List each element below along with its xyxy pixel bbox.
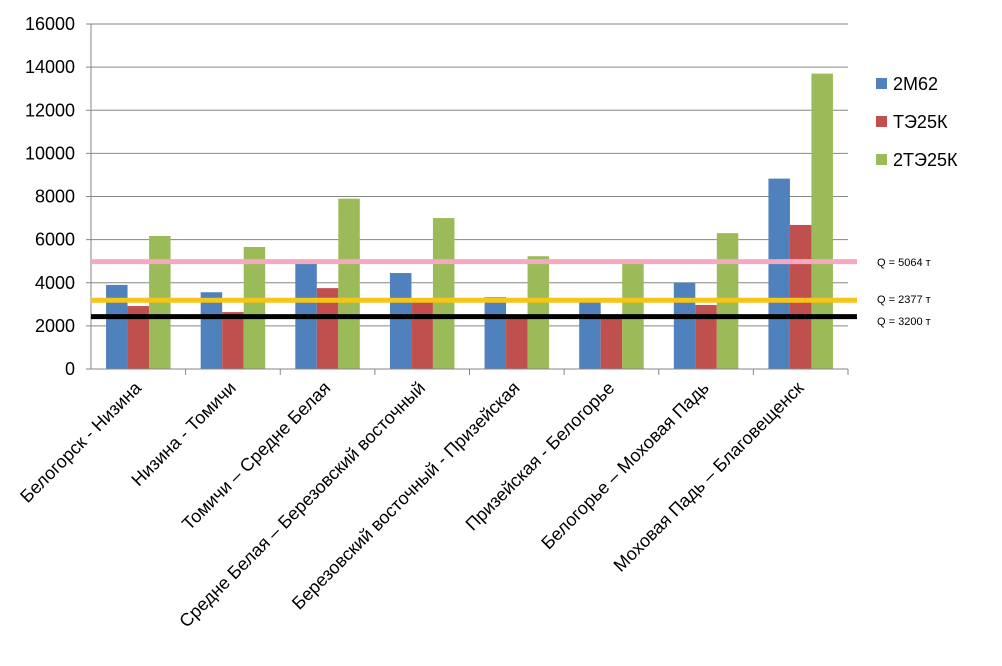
bar xyxy=(389,273,412,369)
x-category-label: Белогорск - Низина xyxy=(16,377,146,507)
legend-label: ТЭ25К xyxy=(893,112,948,132)
bar xyxy=(506,316,528,369)
bar xyxy=(243,246,266,369)
legend-swatch xyxy=(876,116,887,127)
y-tick-label: 4000 xyxy=(35,273,75,293)
bar xyxy=(432,218,455,369)
bar xyxy=(579,301,601,369)
reference-line-label: Q = 2377 т xyxy=(877,294,931,306)
bar xyxy=(106,284,128,369)
x-category-label: Белогорье – Моховая Падь xyxy=(537,378,713,554)
bar xyxy=(789,224,812,369)
legend-label: 2М62 xyxy=(893,74,938,94)
bar xyxy=(527,256,550,369)
bar xyxy=(768,178,790,369)
bar xyxy=(695,304,717,369)
bar xyxy=(673,282,696,369)
bar xyxy=(200,292,223,369)
bar xyxy=(600,318,623,369)
y-tick-label: 10000 xyxy=(25,143,75,163)
bar xyxy=(316,288,339,369)
bar xyxy=(484,297,507,369)
bar xyxy=(811,73,833,369)
bar xyxy=(127,306,150,369)
bar xyxy=(222,312,244,369)
legend-swatch xyxy=(876,154,887,165)
x-category-label: Моховая Падь – Благовещенск xyxy=(610,378,808,576)
bars xyxy=(106,73,833,369)
legend-swatch xyxy=(876,78,887,89)
y-tick-label: 14000 xyxy=(25,57,75,77)
y-tick-label: 12000 xyxy=(25,100,75,120)
y-tick-label: 0 xyxy=(65,359,75,379)
bar xyxy=(411,298,433,369)
bar xyxy=(338,198,360,369)
legend-label: 2ТЭ25К xyxy=(893,150,958,170)
y-tick-label: 6000 xyxy=(35,230,75,250)
y-tick-label: 8000 xyxy=(35,187,75,207)
reference-line-label: Q = 5064 т xyxy=(877,257,931,269)
reference-line-label: Q = 3200 т xyxy=(877,316,931,328)
reference-lines: Q = 5064 т Q = 2377 т Q = 3200 т xyxy=(91,257,931,328)
x-category-label: Низина - Томичи xyxy=(127,378,239,490)
y-tick-label: 16000 xyxy=(25,14,75,34)
legend: 2М62 ТЭ25К 2ТЭ25К xyxy=(876,74,958,170)
y-tick-label: 2000 xyxy=(35,316,75,336)
y-axis: 0 2000 4000 6000 8000 10000 12000 14000 16000 xyxy=(25,14,92,379)
